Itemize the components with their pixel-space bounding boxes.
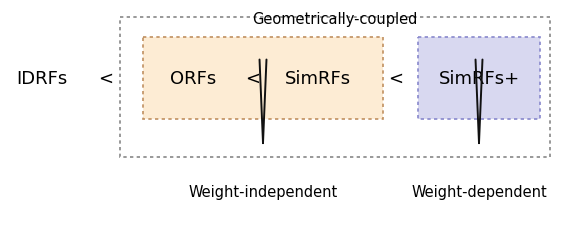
Text: <: < (98, 70, 113, 88)
Text: <: < (388, 70, 403, 88)
Bar (143, 38, 383, 119)
Text: ORFs: ORFs (170, 70, 216, 88)
Text: SimRFs: SimRFs (285, 70, 351, 88)
Text: Weight-independent: Weight-independent (188, 184, 338, 199)
Text: SimRFs+: SimRFs+ (439, 70, 520, 88)
Bar (120, 18, 550, 157)
Text: Weight-dependent: Weight-dependent (411, 184, 547, 199)
Text: IDRFs: IDRFs (16, 70, 68, 88)
Bar (418, 38, 540, 119)
Text: Geometrically-coupled: Geometrically-coupled (253, 12, 418, 27)
Text: <: < (246, 70, 261, 88)
